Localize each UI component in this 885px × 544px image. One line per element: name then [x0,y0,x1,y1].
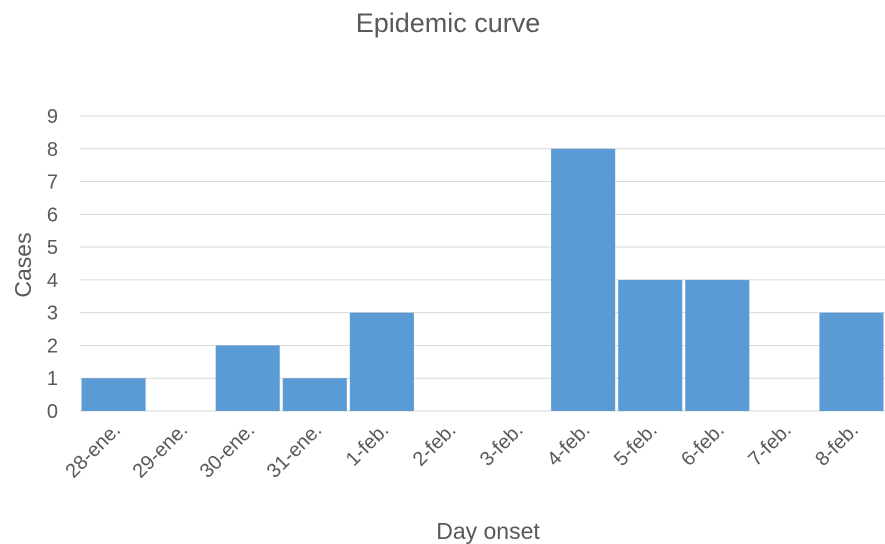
y-tick-labels: 0 1 2 3 4 5 6 7 8 9 [47,106,58,423]
x-tick-label: 7-feb. [744,419,796,471]
bar [215,345,280,411]
y-tick-label: 7 [47,172,58,194]
x-tick-label: 1-feb. [342,419,394,471]
bar [81,378,146,411]
x-tick-label: 31-ene. [263,419,327,483]
bar [551,148,616,411]
y-tick-label: 4 [47,270,58,292]
y-tick-label: 3 [47,303,58,325]
x-axis-title: Day onset [436,518,540,544]
bar [685,279,750,411]
x-tick-label: 30-ene. [196,419,260,483]
y-tick-label: 2 [47,335,58,357]
x-tick-labels: 28-ene. 29-ene. 30-ene. 31-ene. 1-feb. 2-feb.… [62,419,863,483]
x-tick-label: 6-feb. [677,419,729,471]
y-tick-label: 8 [47,139,58,161]
y-tick-label: 9 [47,106,58,128]
y-tick-label: 1 [47,368,58,390]
x-tick-label: 2-feb. [409,419,461,471]
chart-title: Epidemic curve [356,8,541,38]
y-tick-label: 0 [47,401,58,423]
bar [349,312,414,411]
bar [618,279,683,411]
bar [819,312,884,411]
x-tick-label: 5-feb. [610,419,662,471]
y-tick-label: 5 [47,237,58,259]
bar [282,378,347,411]
x-tick-label: 8-feb. [811,419,863,471]
x-tick-label: 29-ene. [129,419,193,483]
x-tick-label: 4-feb. [543,419,595,471]
gridlines [80,115,885,412]
x-tick-label: 28-ene. [62,419,126,483]
x-tick-label: 3-feb. [476,419,528,471]
y-tick-label: 6 [47,204,58,226]
bars [81,148,884,411]
y-axis-title: Cases [10,232,36,297]
